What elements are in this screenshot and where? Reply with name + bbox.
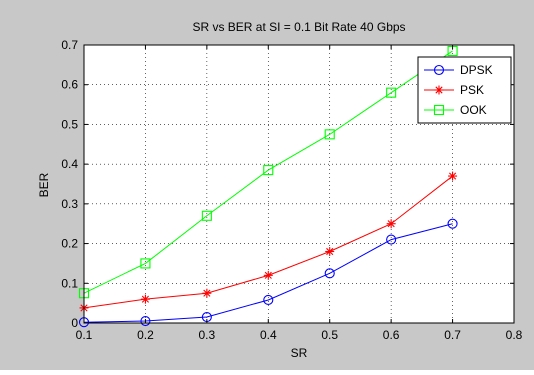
series-ook [78, 45, 458, 299]
legend-label: OOK [460, 103, 487, 117]
x-tick-label: 0.4 [260, 328, 277, 342]
legend-marker [434, 85, 444, 95]
legend-label: DPSK [460, 63, 493, 77]
data-point [386, 87, 397, 98]
legend-marker [433, 64, 445, 76]
x-axis-label: SR [291, 346, 308, 360]
y-tick-label: 0.5 [61, 117, 78, 131]
series-psk [79, 171, 458, 313]
x-tick-label: 0.6 [383, 328, 400, 342]
x-tick-label: 0.5 [321, 328, 338, 342]
data-point [202, 288, 212, 298]
data-point [140, 258, 151, 269]
y-tick-label: 0.4 [61, 157, 78, 171]
data-point [140, 315, 151, 327]
ticks: 0.1 0.2 0.3 0.4 0.5 0.6 0.7 0.800.10.20.30.40.5… [61, 38, 522, 342]
data-point [263, 270, 273, 280]
y-tick-label: 0.6 [61, 78, 78, 92]
data-point [140, 294, 150, 304]
data-point [263, 294, 274, 306]
legend[interactable]: DPSK PSK OOK [417, 56, 512, 124]
legend-item-ook[interactable]: OOK [424, 103, 487, 117]
data-point [386, 234, 397, 245]
y-axis-label: BER [37, 172, 51, 197]
x-tick-label: 0.3 [199, 328, 216, 342]
legend-item-dpsk[interactable]: DPSK [424, 63, 493, 77]
data-point [325, 247, 335, 257]
x-tick-label: 0.7 [444, 328, 461, 342]
y-tick-label: 0.7 [61, 38, 78, 52]
y-tick-label: 0 [71, 316, 78, 330]
data-point [447, 218, 458, 229]
legend-label: PSK [460, 83, 484, 97]
data-point [201, 210, 212, 221]
chart-title: SR vs BER at SI = 0.1 Bit Rate 40 Gbps [192, 20, 405, 34]
x-tick-label: 0.2 [137, 328, 154, 342]
data-point [324, 268, 335, 279]
x-tick-label: 0.1 [76, 328, 93, 342]
y-tick-label: 0.1 [61, 276, 78, 290]
x-tick-label: 0.8 [506, 328, 523, 342]
y-tick-label: 0.3 [61, 197, 78, 211]
series-line [83, 50, 453, 294]
data-point [448, 171, 458, 181]
y-tick-label: 0.2 [61, 237, 78, 251]
data-point [324, 129, 335, 140]
data-point [263, 165, 274, 176]
data-point [386, 219, 396, 229]
legend-marker [433, 104, 445, 116]
axes-frame [83, 44, 515, 324]
legend-item-psk[interactable]: PSK [424, 83, 484, 97]
